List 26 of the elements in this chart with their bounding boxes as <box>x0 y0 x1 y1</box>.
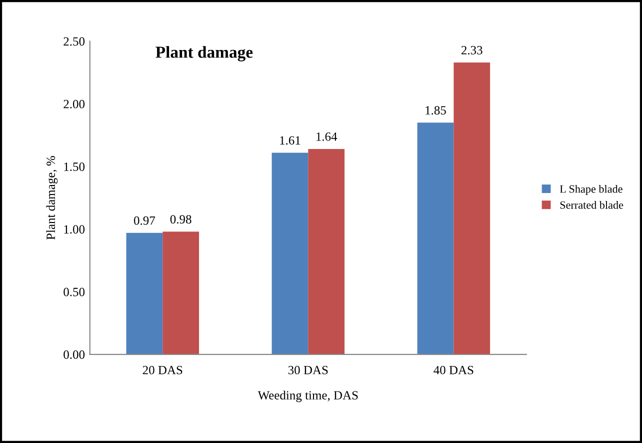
bar <box>126 232 163 354</box>
bar <box>308 148 345 354</box>
bar <box>162 232 200 354</box>
data-label: 1.85 <box>426 106 446 115</box>
data-label: 0.97 <box>134 216 156 225</box>
x-tick-label: 30 DAS <box>288 366 328 374</box>
y-tick-label: 1.00 <box>64 225 85 234</box>
y-tick-label: 0.50 <box>64 288 85 296</box>
y-tick-label: 2.50 <box>64 37 85 46</box>
chart-title: Plant damage <box>156 46 253 62</box>
data-label: 1.64 <box>316 132 338 141</box>
legend-label: L Shape blade <box>560 184 622 196</box>
x-tick-label: 40 DAS <box>434 366 474 374</box>
bar <box>272 152 308 354</box>
y-tick-label: 0.00 <box>64 350 85 359</box>
x-axis-title: Weeding time, DAS <box>258 390 358 402</box>
x-tick-label: 20 DAS <box>142 366 182 374</box>
data-label: 1.61 <box>280 136 300 145</box>
legend-label: Serrated blade <box>560 200 624 209</box>
data-label: 2.33 <box>461 46 482 54</box>
y-axis-title: Plant damage, % <box>46 156 58 240</box>
y-tick-label: 1.50 <box>64 162 85 171</box>
data-label: 0.98 <box>170 215 192 224</box>
bar <box>454 62 490 354</box>
y-tick-label: 2.00 <box>64 100 85 108</box>
bar <box>417 122 454 354</box>
